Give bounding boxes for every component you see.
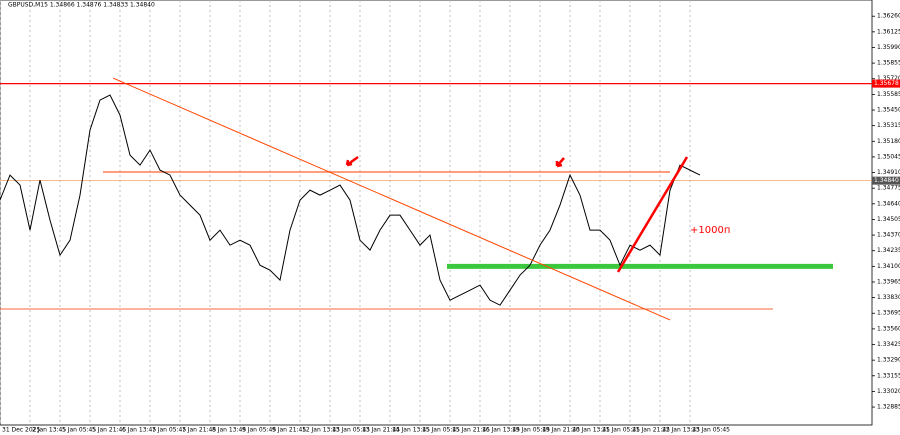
level-label: 1.34840: [874, 177, 899, 184]
y-tick-label: 1.33155: [877, 372, 900, 379]
level-label-box: [872, 176, 900, 185]
x-tick-label: 20 Jan 13:45: [572, 427, 610, 434]
x-tick-label: 6 Jan 13:45: [122, 427, 156, 434]
x-tick-label: 13 Jan 05:45: [332, 427, 370, 434]
y-tick-label: 1.34640: [877, 200, 900, 207]
y-tick-label: 1.34100: [877, 263, 900, 270]
y-tick-label: 1.34910: [877, 169, 900, 176]
x-tick-label: 19 Jan 05:45: [512, 427, 550, 434]
trend-line: [616, 156, 689, 273]
x-tick-label: 7 Jan 05:45: [152, 427, 186, 434]
x-tick-label: 14 Jan 13:45: [392, 427, 430, 434]
x-tick-label: 9 Jan 21:45: [272, 427, 306, 434]
grid: [0, 0, 691, 425]
y-tick-label: 1.33830: [877, 294, 900, 301]
x-tick-label: 15 Jan 05:45: [422, 427, 460, 434]
y-tick-label: 1.35045: [877, 153, 900, 160]
y-tick-label: 1.32885: [877, 404, 900, 411]
y-tick-label: 1.35990: [877, 44, 900, 51]
arrow-icon: [555, 157, 565, 168]
x-tick-label: 16 Jan 13:45: [482, 427, 520, 434]
y-tick-label: 1.34505: [877, 216, 900, 223]
y-tick-label: 1.33965: [877, 278, 900, 285]
level-label-box: [872, 79, 900, 88]
level-label: 1.35678: [874, 80, 899, 87]
x-tick-label: 21 Jan 05:45: [602, 427, 640, 434]
y-tick-label: 1.35180: [877, 138, 900, 145]
y-tick-label: 1.35855: [877, 60, 900, 67]
y-tick-label: 1.35720: [877, 75, 900, 82]
x-tick-label: 5 Jan 05:45: [62, 427, 96, 434]
x-tick-label: 9 Jan 05:45: [242, 427, 276, 434]
arrow-icon: [345, 155, 359, 167]
y-tick-label: 1.33020: [877, 388, 900, 395]
x-tick-label: 13 Jan 21:45: [362, 427, 400, 434]
y-tick-label: 1.35315: [877, 122, 900, 129]
x-tick-label: 19 Jan 21:45: [542, 427, 580, 434]
y-tick-label: 1.33290: [877, 357, 900, 364]
y-tick-label: 1.34370: [877, 232, 900, 239]
y-tick-label: 1.36260: [877, 13, 900, 20]
y-tick-label: 1.33425: [877, 341, 900, 348]
x-tick-label: 15 Jan 21:45: [452, 427, 490, 434]
y-tick-label: 1.33560: [877, 325, 900, 332]
marks: [0, 77, 872, 321]
x-tick-label: 22 Jan 13:45: [662, 427, 700, 434]
y-tick-label: 1.34235: [877, 247, 900, 254]
y-tick-label: 1.35585: [877, 91, 900, 98]
chart-title: GBPUSD,M15 1.34866 1.34876 1.34833 1.348…: [8, 2, 155, 9]
y-tick-label: 1.34775: [877, 185, 900, 192]
y-tick-label: 1.33695: [877, 310, 900, 317]
plot-frame: [0, 0, 873, 426]
x-tick-label: 21 Jan 21:45: [632, 427, 670, 434]
x-tick-label: 12 Jan 13:45: [302, 427, 340, 434]
x-tick-label: 23 Jan 05:45: [692, 427, 730, 434]
price-line: [0, 94, 701, 306]
x-tick-label: 7 Jan 21:45: [182, 427, 216, 434]
x-tick-label: 2 Jan 13:45: [32, 427, 66, 434]
x-tick-label: 31 Dec 2025: [2, 427, 41, 434]
trend-line: [112, 77, 671, 321]
y-tick-label: 1.36125: [877, 28, 900, 35]
x-tick-label: 5 Jan 21:45: [92, 427, 126, 434]
x-tick-label: 8 Jan 13:45: [212, 427, 246, 434]
annotation: +1000п: [690, 225, 730, 236]
y-tick-label: 1.35450: [877, 107, 900, 114]
